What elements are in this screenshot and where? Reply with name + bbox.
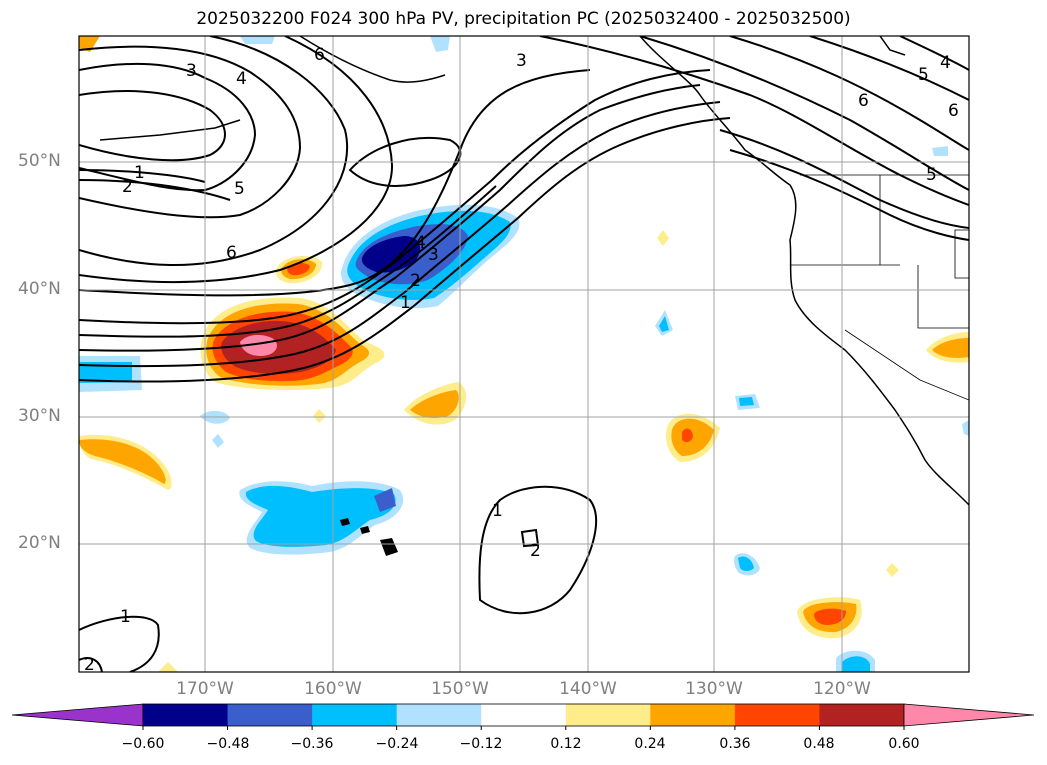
colorbar-segment <box>312 704 398 726</box>
contour-label: 2 <box>122 177 133 197</box>
lon-label-140w: 140°W <box>559 679 617 699</box>
colorbar-tick-label: 0.24 <box>634 736 666 752</box>
colorbar-segment <box>565 704 651 726</box>
colorbar-extend-low <box>11 703 144 727</box>
contour-label: 5 <box>918 65 929 85</box>
colorbar-segment <box>650 704 736 726</box>
contour-label: 3 <box>516 51 527 71</box>
colorbar-tick-label: −0.12 <box>459 736 503 752</box>
map-title: 2025032200 F024 300 hPa PV, precipitatio… <box>196 9 851 29</box>
precip-positive-patch-d <box>797 597 862 639</box>
colorbar-segment <box>734 704 820 726</box>
colorbar-segments <box>142 703 905 727</box>
colorbar-tick-label: −0.36 <box>290 736 334 752</box>
colorbar-tick-label: −0.24 <box>375 736 419 752</box>
lat-label-40n: 40°N <box>18 279 61 299</box>
contour-label: 2 <box>410 271 421 291</box>
colorbar-segment <box>396 704 482 726</box>
lat-label-20n: 20°N <box>18 533 61 553</box>
gridlines <box>79 36 969 672</box>
state-borders <box>790 174 969 401</box>
contour-label: 5 <box>926 165 937 185</box>
map-plot-area: 3 4 6 3 5 4 6 6 5 1 2 5 6 4 3 2 1 1 2 1 … <box>79 36 969 675</box>
precip-negative-small <box>200 36 969 672</box>
lon-label-130w: 130°W <box>685 679 743 699</box>
contour-label: 1 <box>492 501 503 521</box>
lat-label-50n: 50°N <box>18 151 61 171</box>
pv-contour-labels: 3 4 6 3 5 4 6 6 5 1 2 5 6 4 3 2 1 1 2 1 … <box>84 45 959 675</box>
colorbar-tick-label: −0.48 <box>206 736 250 752</box>
contour-label: 5 <box>234 179 245 199</box>
coastlines <box>99 36 969 506</box>
pv-contours <box>79 36 969 672</box>
contour-label: 3 <box>186 61 197 81</box>
contour-label: 6 <box>858 91 869 111</box>
contour-label: 4 <box>236 69 247 89</box>
precip-positive-patch-e <box>79 434 172 490</box>
precip-positive-patch-c <box>666 413 720 462</box>
precip-negative-south <box>239 481 404 555</box>
islands <box>340 518 398 556</box>
lon-label-160w: 160°W <box>304 679 362 699</box>
colorbar-tick-label: 0.36 <box>719 736 751 752</box>
colorbar-tick-label: 0.48 <box>803 736 835 752</box>
contour-label: 6 <box>314 45 325 65</box>
precip-positive-patch-f <box>926 332 969 363</box>
contour-label: 6 <box>226 243 237 263</box>
colorbar-segment <box>481 704 567 726</box>
lon-label-170w: 170°W <box>176 679 234 699</box>
colorbar <box>11 703 1035 730</box>
contour-label: 2 <box>530 541 541 561</box>
colorbar-segment <box>819 704 905 726</box>
contour-label: 4 <box>940 53 951 73</box>
colorbar-segment <box>227 704 313 726</box>
precip-positive-patch-a <box>276 256 323 284</box>
lat-label-30n: 30°N <box>18 406 61 426</box>
lon-label-150w: 150°W <box>431 679 489 699</box>
colorbar-ticks <box>142 726 905 730</box>
precip-negative-west <box>79 356 142 392</box>
map-border <box>78 35 970 673</box>
colorbar-tick-label: 0.12 <box>550 736 582 752</box>
precip-positive-dots <box>79 36 899 672</box>
colorbar-segment <box>143 704 229 726</box>
contour-label: 1 <box>120 607 131 627</box>
contour-label: 6 <box>948 101 959 121</box>
colorbar-tick-label: −0.60 <box>121 736 165 752</box>
contour-label: 4 <box>415 233 426 253</box>
contour-label: 2 <box>84 655 95 675</box>
contour-label: 3 <box>428 245 439 265</box>
colorbar-extend-high <box>903 703 1035 727</box>
lon-label-120w: 120°W <box>813 679 871 699</box>
precip-positive-patch-b <box>404 382 466 425</box>
contour-label: 1 <box>400 293 411 313</box>
colorbar-tick-label: 0.60 <box>888 736 920 752</box>
contour-label: 1 <box>134 163 145 183</box>
